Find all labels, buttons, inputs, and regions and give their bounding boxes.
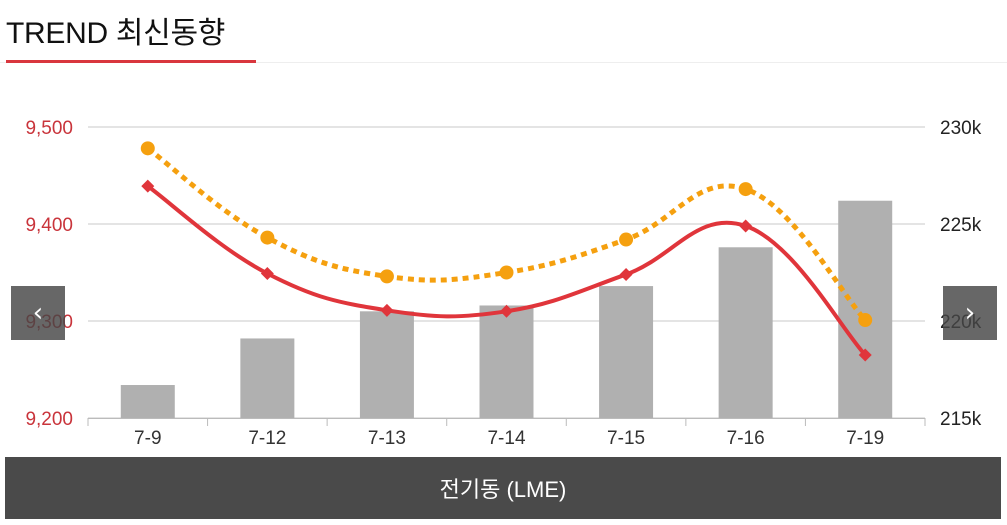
bar bbox=[838, 200, 893, 418]
bar bbox=[599, 286, 654, 418]
page-title: TREND 최신동향 bbox=[6, 17, 226, 50]
left-axis-tick: 9,200 bbox=[25, 409, 73, 430]
dotted-series-point bbox=[738, 182, 753, 197]
solid-series-point bbox=[141, 179, 155, 193]
bar bbox=[359, 311, 414, 418]
solid-series-point bbox=[500, 304, 513, 318]
footer-bar: 전기동 (LME) bbox=[5, 457, 1001, 519]
bar bbox=[120, 385, 175, 418]
prev-button[interactable]: ‹ bbox=[11, 286, 65, 340]
x-axis-label: 7-13 bbox=[368, 428, 406, 449]
dotted-series-point bbox=[858, 313, 873, 328]
dotted-series-point bbox=[140, 141, 155, 156]
left-axis-tick: 9,400 bbox=[25, 215, 73, 236]
solid-series-point bbox=[260, 266, 274, 280]
x-axis-label: 7-15 bbox=[607, 428, 645, 449]
chevron-right-icon: › bbox=[964, 298, 976, 328]
next-button[interactable]: › bbox=[943, 286, 997, 340]
dotted-series-point bbox=[499, 265, 514, 280]
solid-series-point bbox=[619, 267, 633, 281]
chevron-left-icon: ‹ bbox=[32, 298, 44, 328]
x-axis-label: 7-9 bbox=[134, 428, 161, 449]
title-underline bbox=[6, 60, 256, 63]
x-axis-label: 7-12 bbox=[248, 428, 286, 449]
dotted-series-point bbox=[260, 230, 275, 245]
solid-series-point bbox=[858, 348, 872, 362]
trend-chart: 9,2009,3009,4009,500215k220k225k230k7-97… bbox=[25, 118, 982, 449]
bar bbox=[479, 305, 534, 418]
dotted-series-point bbox=[379, 269, 394, 284]
header: TREND 최신동향 bbox=[0, 0, 1007, 63]
solid-series-point bbox=[739, 219, 753, 233]
lines bbox=[140, 141, 873, 362]
solid-series-point bbox=[380, 303, 394, 317]
x-axis-label: 7-19 bbox=[846, 428, 884, 449]
bar bbox=[718, 247, 773, 418]
bars bbox=[120, 200, 893, 418]
footer-label: 전기동 (LME) bbox=[439, 477, 567, 502]
x-axis-label: 7-16 bbox=[727, 428, 765, 449]
right-axis-tick: 230k bbox=[940, 118, 982, 139]
right-axis-tick: 215k bbox=[940, 409, 982, 430]
dotted-series-point bbox=[619, 232, 634, 247]
x-axis-label: 7-14 bbox=[487, 428, 525, 449]
bar bbox=[240, 338, 295, 418]
right-axis-tick: 225k bbox=[940, 215, 982, 236]
left-axis-tick: 9,500 bbox=[25, 118, 73, 139]
